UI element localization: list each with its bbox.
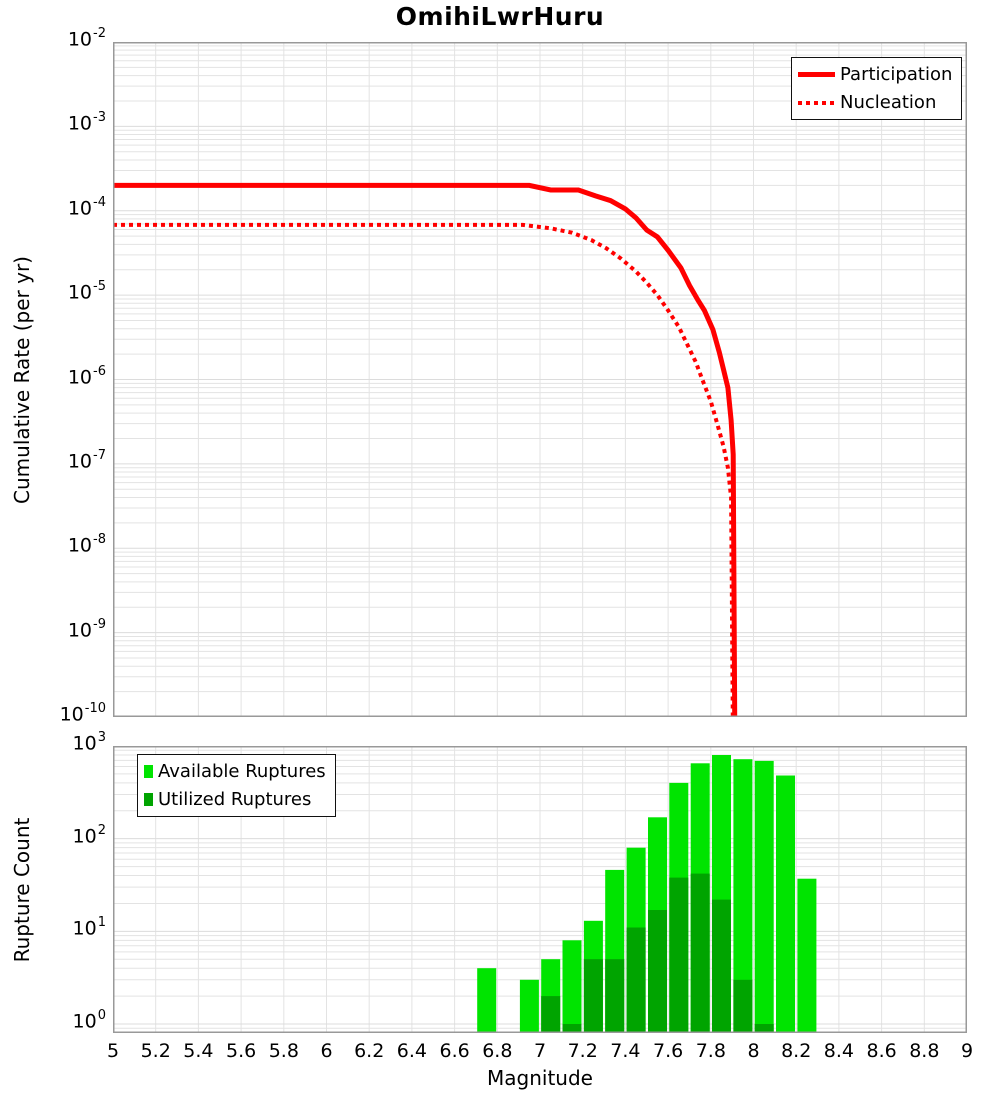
x-tick-label: 7: [533, 1040, 547, 1062]
y-tick-label: 10-4: [67, 194, 106, 220]
x-tick-label: 5.8: [268, 1040, 299, 1062]
x-tick-label: 7.2: [567, 1040, 598, 1062]
legend-label-available: Available Ruptures: [158, 761, 326, 782]
gridlines: [113, 746, 967, 1033]
bar: [712, 899, 731, 1033]
x-tick-label: 6.6: [439, 1040, 470, 1062]
rupture-legend: Available Ruptures Utilized Ruptures: [137, 754, 336, 817]
y-tick-label: 103: [72, 730, 106, 755]
x-axis-title: Magnitude: [487, 1066, 593, 1090]
bar: [754, 760, 774, 1033]
x-tick-label: 7.4: [610, 1040, 641, 1062]
bar: [626, 927, 646, 1033]
participation-curve: [113, 182, 738, 717]
bar: [797, 878, 817, 1033]
gridlines: [113, 42, 967, 717]
bar: [648, 910, 667, 1033]
bar: [733, 759, 753, 1033]
rate-legend: Participation Nucleation: [791, 57, 963, 120]
available-ruptures-bars: [477, 755, 817, 1033]
y-tick-label: 10-10: [59, 701, 106, 726]
bar: [541, 996, 561, 1033]
y-tick-label: 10-9: [67, 616, 106, 641]
legend-label-participation: Participation: [840, 64, 953, 85]
y-tick-label: 101: [72, 915, 106, 940]
x-tick-label: 6.8: [482, 1040, 513, 1062]
x-tick-label: 8.6: [866, 1040, 897, 1062]
x-tick-label: 8.4: [823, 1040, 854, 1062]
top-plot-rate-curves: [113, 42, 967, 717]
legend-label-nucleation: Nucleation: [840, 92, 937, 113]
x-tick-label: 6: [320, 1040, 333, 1062]
bar: [669, 877, 689, 1033]
y-tick-label: 10-6: [67, 363, 106, 388]
bar: [754, 1024, 774, 1033]
x-tick-label: 5: [106, 1040, 120, 1062]
bar: [776, 775, 795, 1033]
legend-item-nucleation: Nucleation: [798, 90, 952, 115]
y-tick-label: 100: [72, 1008, 106, 1033]
utilized-ruptures-swatch: [144, 793, 153, 806]
nucleation-curve: [113, 222, 735, 717]
bar: [477, 968, 497, 1033]
y-tick-label: 102: [72, 822, 106, 847]
y-tick-label: 10-2: [67, 26, 106, 51]
y-tick-label: 10-3: [67, 110, 106, 135]
legend-item-available: Available Ruptures: [144, 759, 326, 784]
legend-item-participation: Participation: [798, 62, 952, 87]
legend-label-utilized: Utilized Ruptures: [158, 789, 312, 810]
x-tick-label: 6.4: [396, 1040, 427, 1062]
x-tick-label: 8: [747, 1040, 760, 1062]
x-tick-label: 7.6: [652, 1040, 684, 1062]
bar: [605, 959, 625, 1033]
x-tick-label: 6.2: [354, 1040, 385, 1062]
x-tick-label: 5.4: [183, 1040, 214, 1062]
legend-item-utilized: Utilized Ruptures: [144, 787, 326, 812]
bar: [733, 979, 753, 1033]
nucleation-line-swatch: [798, 100, 835, 105]
bar: [583, 959, 603, 1033]
utilized-ruptures-bars: [541, 873, 774, 1033]
plot-border: [113, 746, 967, 1033]
chart-title: OmihiLwrHuru: [395, 2, 605, 31]
y-tick-label: 10-5: [67, 279, 106, 304]
bar: [562, 1024, 582, 1033]
y-tick-label: 10-8: [67, 532, 106, 557]
participation-line-swatch: [798, 72, 835, 77]
plot-border: [113, 42, 967, 717]
x-tick-label: 9: [960, 1040, 974, 1062]
x-tick-label: 5.6: [225, 1040, 257, 1062]
bar: [519, 979, 539, 1033]
y-tick-label: 10-7: [67, 447, 106, 473]
available-ruptures-swatch: [144, 765, 153, 778]
x-tick-label: 8.2: [781, 1040, 812, 1062]
bar: [562, 940, 582, 1033]
x-tick-label: 8.8: [909, 1040, 940, 1062]
bar: [690, 873, 710, 1033]
x-tick-label: 7.8: [695, 1040, 726, 1062]
x-tick-label: 5.2: [140, 1040, 171, 1062]
bottom-y-axis-title: Rupture Count: [10, 817, 34, 963]
